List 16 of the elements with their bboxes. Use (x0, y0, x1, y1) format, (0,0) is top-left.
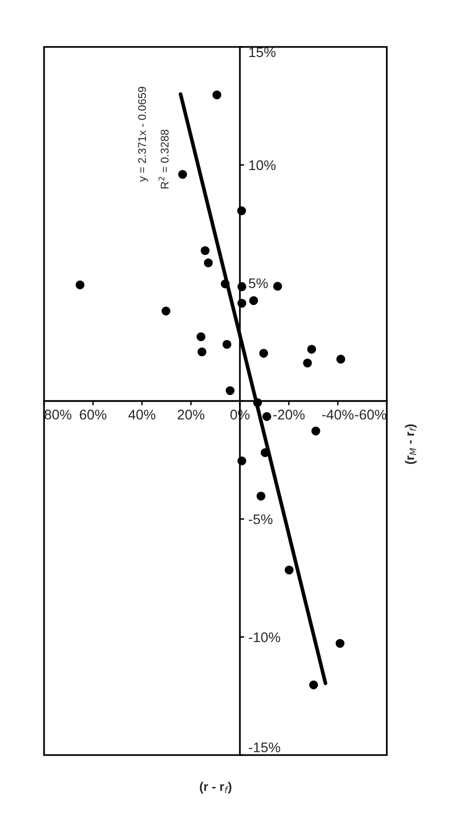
y-tick-label: 10% (249, 160, 276, 170)
x-tick-label: 60% (80, 410, 106, 420)
y-axis-title: (r$_{M}$ - r$_{f}$) (404, 424, 417, 464)
y-tick-label: 15% (249, 47, 276, 58)
x-tick-label: -40% (322, 410, 354, 420)
x-tick-label: 20% (178, 410, 204, 420)
x-tick-label: 40% (128, 410, 156, 420)
y-tick-label: -5% (248, 514, 272, 524)
x-axis-title: (r - r$_{f}$) (200, 782, 232, 794)
x-tick-label: -60% (355, 410, 386, 420)
y-tick-label: -10% (248, 632, 280, 642)
y-tick-label: 5% (248, 278, 268, 288)
x-tick-label: -20% (273, 410, 305, 420)
annotation: R$^{2}$ = 0.3288 (158, 130, 169, 188)
y-tick-label: -15% (248, 742, 280, 752)
annotation: y = 2.371x - 0.0659 (138, 86, 148, 182)
